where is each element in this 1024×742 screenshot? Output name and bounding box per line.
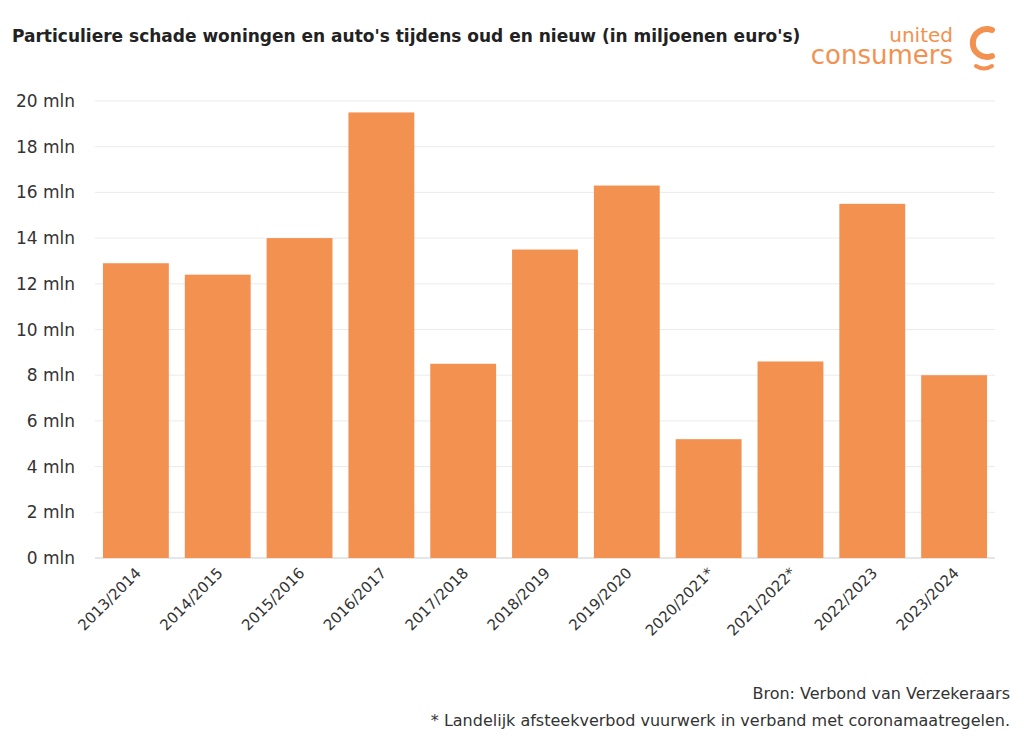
x-tick-label: 2023/2024: [893, 564, 963, 634]
x-tick-label: 2017/2018: [402, 564, 472, 634]
bar: [758, 361, 824, 558]
y-tick-label: 4 mln: [27, 457, 75, 477]
bar: [839, 204, 905, 558]
x-tick-label: 2022/2023: [811, 564, 881, 634]
grid-line: [95, 101, 995, 102]
y-tick-label: 16 mln: [16, 182, 75, 202]
bar: [921, 375, 987, 558]
y-tick-label: 2 mln: [27, 502, 75, 522]
bar: [594, 186, 660, 558]
bar: [430, 364, 496, 558]
x-tick-label: 2018/2019: [484, 564, 554, 634]
y-tick-label: 20 mln: [16, 91, 75, 111]
logo-icon: [973, 29, 992, 57]
x-tick-label: 2021/2022*: [724, 564, 800, 640]
bar: [676, 439, 742, 558]
y-tick-label: 6 mln: [27, 411, 75, 431]
x-tick-label: 2020/2021*: [642, 564, 718, 640]
y-tick-label: 8 mln: [27, 365, 75, 385]
grid-line: [95, 192, 995, 193]
bar: [103, 263, 169, 558]
logo-text: consumers: [811, 40, 953, 70]
y-tick-label: 12 mln: [16, 274, 75, 294]
title: Particuliere schade woningen en auto's t…: [12, 26, 800, 46]
y-tick-label: 10 mln: [16, 320, 75, 340]
x-tick-label: 2014/2015: [156, 564, 226, 634]
y-tick-label: 18 mln: [16, 137, 75, 157]
y-tick-label: 0 mln: [27, 548, 75, 568]
logo-icon: [976, 66, 992, 69]
source: Bron: Verbond van Verzekeraars: [752, 684, 1010, 703]
bar: [185, 275, 251, 558]
bar: [267, 238, 333, 558]
grid-line: [95, 146, 995, 147]
y-tick-label: 14 mln: [16, 228, 75, 248]
bar: [512, 250, 578, 558]
x-tick-label: 2019/2020: [565, 564, 635, 634]
x-tick-label: 2015/2016: [238, 564, 308, 634]
x-tick-label: 2016/2017: [320, 564, 390, 634]
bar: [348, 112, 414, 558]
footnote: * Landelijk afsteekverbod vuurwerk in ve…: [431, 711, 1010, 730]
bars: [103, 112, 987, 558]
x-tick-label: 2013/2014: [74, 564, 144, 634]
chart: Particuliere schade woningen en auto's t…: [0, 0, 1024, 742]
